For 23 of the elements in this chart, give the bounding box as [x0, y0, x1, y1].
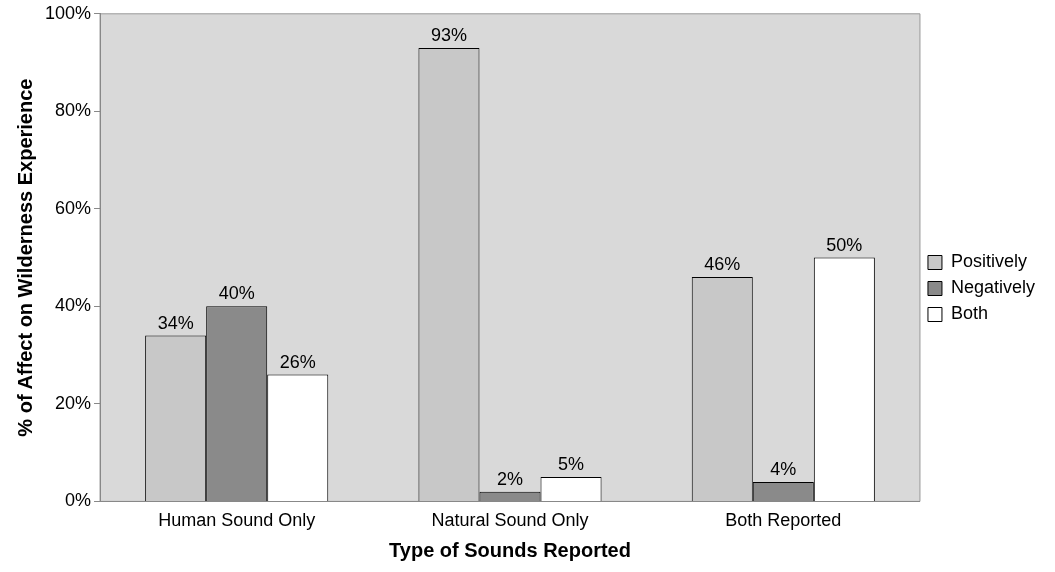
data-label: 34%	[157, 312, 194, 333]
y-tick-label: 0%	[65, 490, 92, 511]
legend-label: Both	[950, 303, 988, 324]
y-tick-label: 20%	[55, 392, 92, 413]
legend-label: Positively	[950, 251, 1027, 272]
data-label: 93%	[430, 24, 467, 45]
x-tick-label: Natural Sound Only	[431, 510, 589, 531]
y-tick-label: 40%	[55, 295, 92, 316]
data-label: 50%	[826, 234, 863, 255]
data-label: 2%	[496, 468, 524, 489]
y-tick-label: 60%	[55, 197, 92, 218]
y-tick-label: 80%	[55, 100, 92, 121]
data-label: 5%	[558, 453, 585, 474]
x-tick-label: Both Reported	[725, 510, 842, 531]
legend-label: Negatively	[950, 277, 1036, 298]
data-label: 26%	[279, 351, 316, 372]
data-label: 4%	[770, 458, 797, 479]
x-axis-title: Type of Sounds Reported	[389, 538, 631, 561]
x-tick-label: Human Sound Only	[158, 510, 316, 531]
y-tick-label: 100%	[44, 2, 92, 23]
data-label: 46%	[704, 254, 741, 275]
y-axis-title: % of Affect on Wilderness Experience	[13, 78, 36, 437]
data-label: 40%	[218, 283, 255, 304]
